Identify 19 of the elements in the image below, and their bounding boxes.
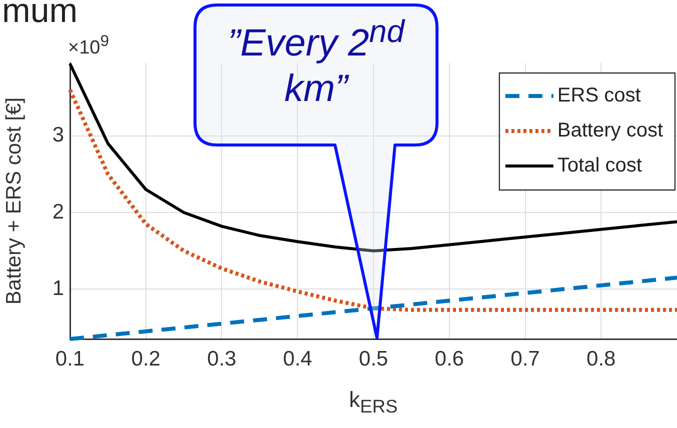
- annotation: ”Every 2$^{nd}$ km”: [226, 12, 406, 112]
- y-tick-label: 2: [52, 200, 64, 224]
- x-axis-title: k$_{ERS}$: [349, 387, 398, 418]
- x-tick-label: 0.6: [434, 347, 464, 370]
- x-tick-label: 0.5: [358, 347, 388, 370]
- legend-label: Battery cost: [557, 120, 664, 142]
- legend-label: Total cost: [557, 154, 642, 177]
- legend-label: ERS cost: [557, 84, 642, 107]
- x-tick-label: 0.1: [55, 347, 85, 370]
- text: mum: [2, 0, 78, 31]
- y-tick-label: 1: [52, 276, 64, 300]
- y-tick-label: 3: [52, 124, 64, 147]
- x-tick-label: 0.8: [586, 347, 616, 370]
- x-tick-label: 0.2: [131, 347, 160, 370]
- x-tick-label: 0.4: [283, 347, 313, 370]
- y-axis-title: Battery + ERS cost [€]: [2, 97, 26, 305]
- x-tick-label: 0.7: [510, 347, 540, 370]
- text: ×10$^{9}$: [68, 33, 110, 60]
- x-tick-label: 0.3: [207, 347, 236, 370]
